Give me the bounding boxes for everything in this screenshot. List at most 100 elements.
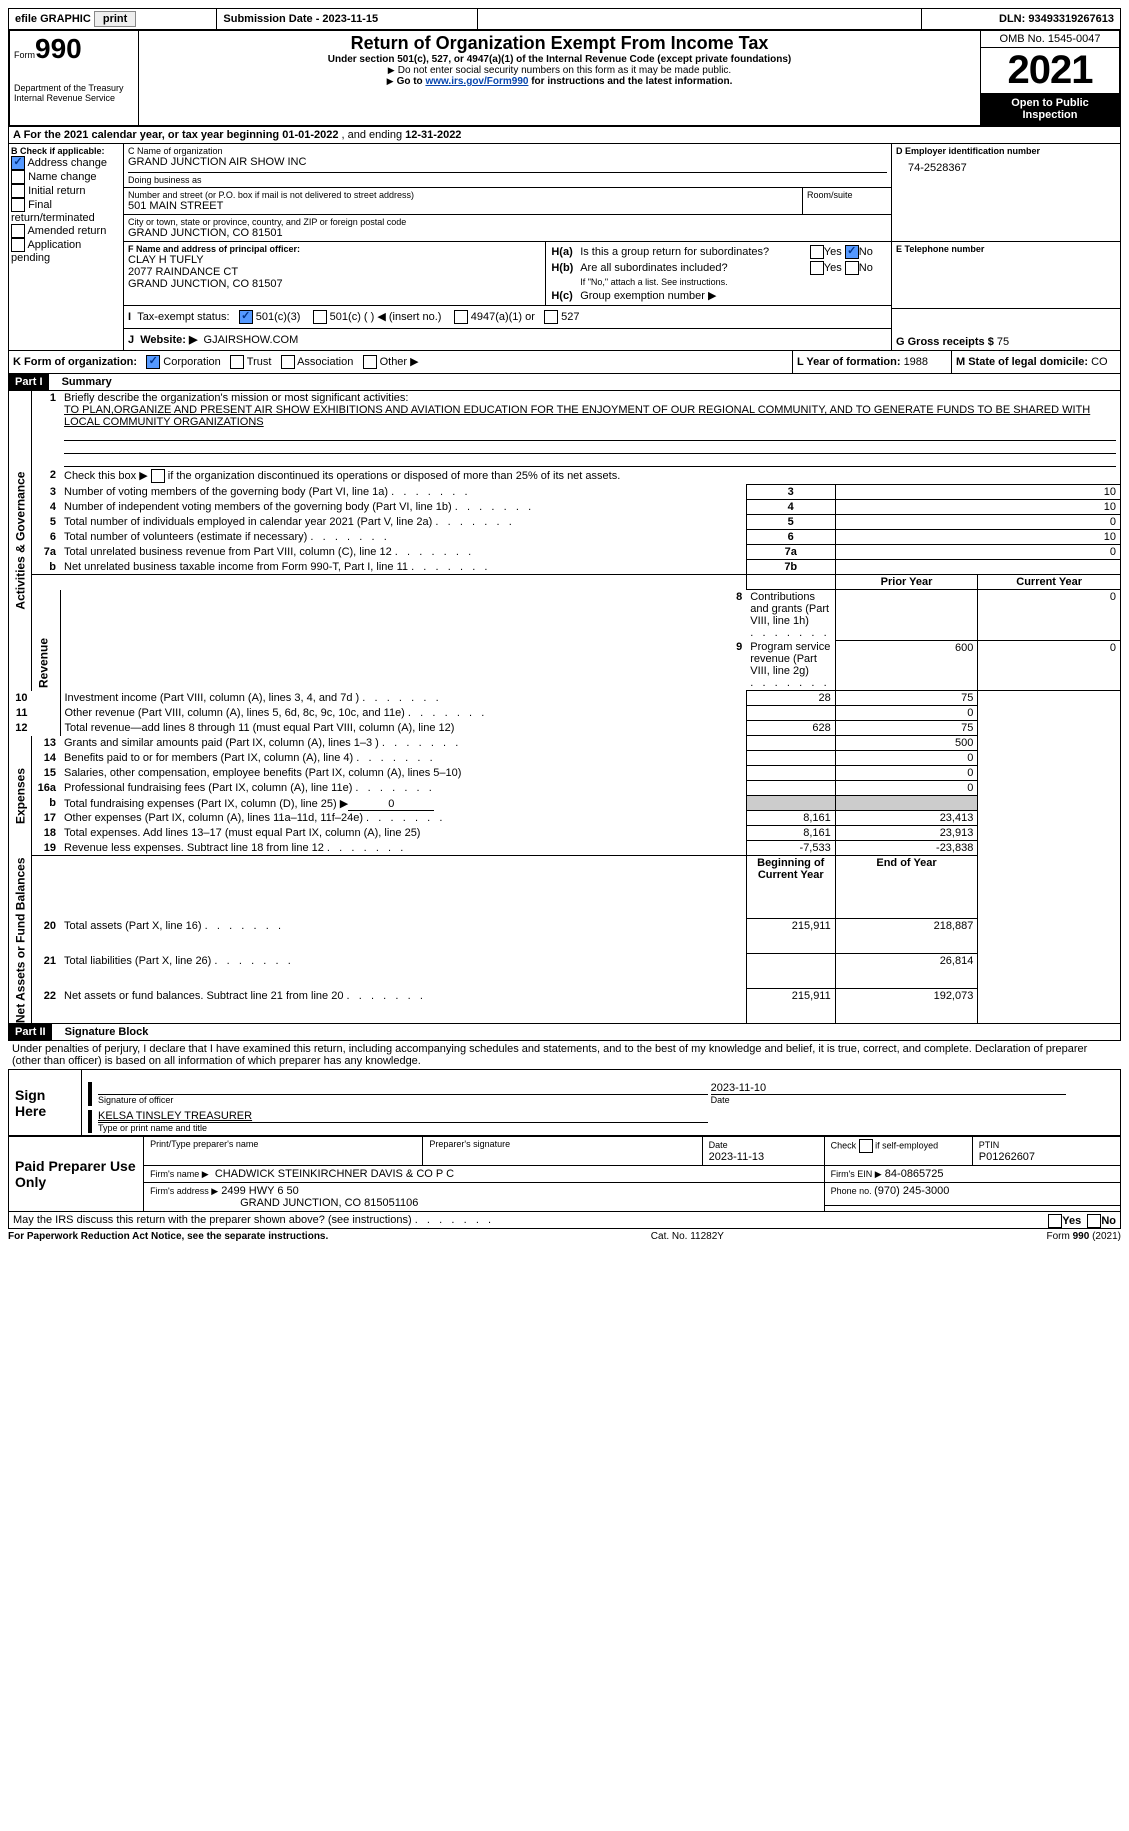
j-text: Website: ▶ [140,334,197,346]
ein-value: 74-2528367 [908,162,1116,174]
officer-addr1: 2077 RAINDANCE CT [128,266,541,278]
prep-sig-label: Preparer's signature [423,1137,702,1166]
col-eoy: End of Year [835,856,978,919]
hb-yes[interactable] [810,261,824,275]
col-prior: Prior Year [835,575,978,590]
check-discontinued[interactable] [151,469,165,483]
dept-treasury: Department of the Treasury [14,83,134,93]
hc-label: H(c) [551,290,572,302]
firm-addr2: GRAND JUNCTION, CO 815051106 [240,1197,418,1209]
group-net-assets: Net Assets or Fund Balances [9,856,32,1024]
line7a-value: 0 [835,545,1120,560]
section-l: L Year of formation: 1988 [793,351,952,374]
line15-text: Salaries, other compensation, employee b… [60,766,746,781]
website-value: GJAIRSHOW.COM [204,334,299,346]
phone-value [896,254,1116,266]
form-title: Return of Organization Exempt From Incom… [143,33,976,54]
firm-ein: 84-0865725 [885,1168,944,1180]
line15-current: 0 [835,766,978,781]
check-other[interactable] [363,355,377,369]
sig-date: 2023-11-10 [711,1082,1067,1095]
check-pending[interactable]: Application pending [11,238,121,264]
line7a-text: Total unrelated business revenue from Pa… [60,545,746,560]
hb-text: Are all subordinates included? [579,260,809,276]
line16b-text: Total fundraising expenses (Part IX, col… [60,796,746,811]
check-corp[interactable] [146,355,160,369]
col-current: Current Year [978,575,1121,590]
city-label: City or town, state or province, country… [128,217,887,227]
line3-value: 10 [835,485,1120,500]
line10-current: 75 [835,691,978,706]
subtitle-3: Go to www.irs.gov/Form990 for instructio… [143,76,976,87]
ha-yes[interactable] [810,245,824,259]
firm-ein-label: Firm's EIN ▶ [831,1169,882,1179]
form-label: Form [14,50,35,60]
irs-label: Internal Revenue Service [14,93,134,103]
check-amended[interactable]: Amended return [11,224,121,238]
submission-date: Submission Date - 2023-11-15 [217,9,477,30]
discuss-yes[interactable] [1048,1214,1062,1228]
check-527[interactable] [544,310,558,324]
check-self-employed[interactable] [859,1139,873,1153]
i-text: Tax-exempt status: [137,311,229,323]
ptin-value: P01262607 [979,1151,1035,1163]
street-label: Number and street (or P.O. box if mail i… [128,190,798,200]
line1-label: Briefly describe the organization's miss… [64,392,408,404]
sign-here-label: Sign Here [9,1070,82,1136]
line18-current: 23,913 [835,826,978,841]
discuss-text: May the IRS discuss this return with the… [13,1214,491,1226]
line22-eoy: 192,073 [835,989,978,1024]
line19-current: -23,838 [835,841,978,856]
line8-current: 0 [978,590,1121,641]
line20-text: Total assets (Part X, line 16) [60,919,746,954]
line12-prior: 628 [746,721,835,736]
line17-text: Other expenses (Part IX, column (A), lin… [60,811,746,826]
j-label: J [128,334,134,346]
k-label: K Form of organization: [13,356,137,368]
check-501c[interactable] [313,310,327,324]
check-trust[interactable] [230,355,244,369]
line7b-text: Net unrelated business taxable income fr… [60,560,746,575]
line14-current: 0 [835,751,978,766]
dba-label: Doing business as [128,175,887,185]
check-501c3[interactable] [239,310,253,324]
line14-text: Benefits paid to or for members (Part IX… [60,751,746,766]
line20-boy: 215,911 [746,919,835,954]
irs-link[interactable]: www.irs.gov/Form990 [425,76,528,87]
check-address-change[interactable]: Address change [11,156,121,170]
discuss-no[interactable] [1087,1214,1101,1228]
line9-current: 0 [978,640,1121,691]
check-initial-return[interactable]: Initial return [11,184,121,198]
check-assoc[interactable] [281,355,295,369]
hc-text: Group exemption number ▶ [579,288,887,303]
print-button[interactable]: print [94,11,136,27]
part2-label: Part II [9,1024,52,1040]
summary-table: Activities & Governance 1 Briefly descri… [8,391,1121,1024]
check-final-return[interactable]: Final return/terminated [11,198,121,224]
mission-text: TO PLAN,ORGANIZE AND PRESENT AIR SHOW EX… [64,404,1090,428]
hb-no[interactable] [845,261,859,275]
line17-prior: 8,161 [746,811,835,826]
line4-text: Number of independent voting members of … [60,500,746,515]
line8-text: Contributions and grants (Part VIII, lin… [746,590,835,641]
line5-value: 0 [835,515,1120,530]
line2-text: Check this box ▶ if the organization dis… [60,468,1121,485]
firm-addr-label: Firm's address ▶ [150,1186,218,1196]
dln: DLN: 93493319267613 [922,9,1121,30]
prep-date: 2023-11-13 [709,1151,764,1163]
line17-current: 23,413 [835,811,978,826]
line9-prior: 600 [835,640,978,691]
efile-label: efile GRAPHIC print [9,9,217,30]
declaration-text: Under penalties of perjury, I declare th… [8,1041,1121,1069]
form-number: 990 [35,33,82,64]
check-name-change[interactable]: Name change [11,170,121,184]
line12-text: Total revenue—add lines 8 through 11 (mu… [60,721,746,736]
line13-text: Grants and similar amounts paid (Part IX… [60,736,746,751]
sig-date-label: Date [711,1095,1067,1105]
check-4947[interactable] [454,310,468,324]
paperwork-notice: For Paperwork Reduction Act Notice, see … [8,1231,328,1242]
cat-no: Cat. No. 11282Y [651,1231,724,1242]
line10-text: Investment income (Part VIII, column (A)… [60,691,746,706]
hb-label: H(b) [551,262,573,274]
ha-no[interactable] [845,245,859,259]
